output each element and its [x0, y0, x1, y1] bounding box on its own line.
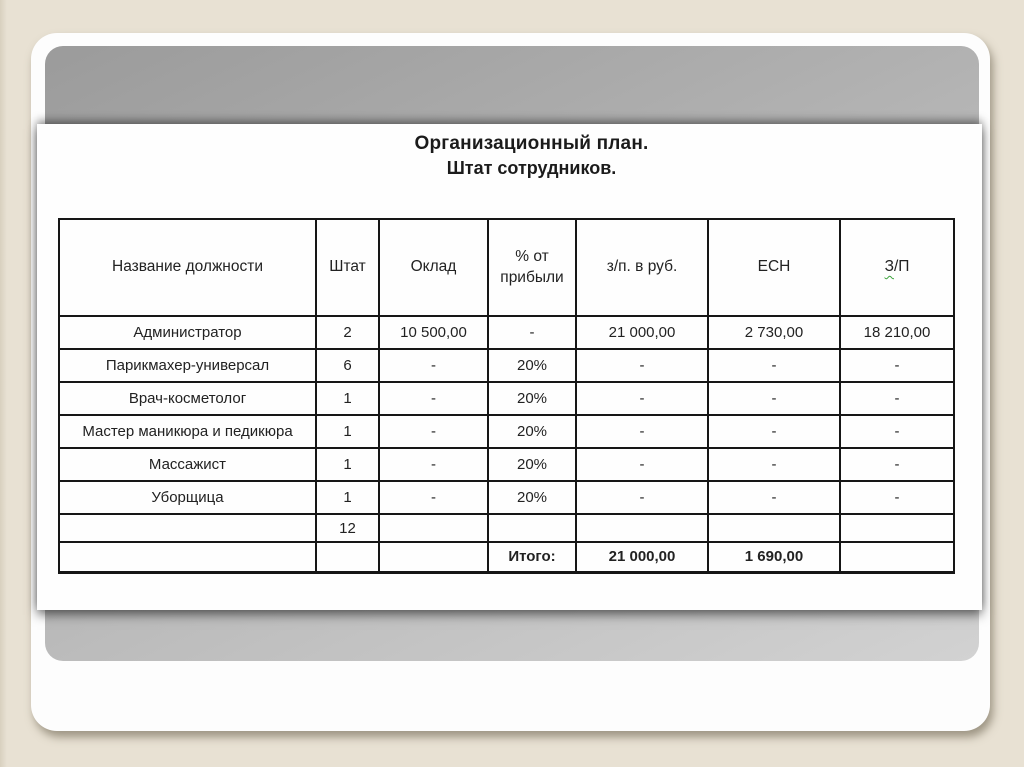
cell-position [58, 541, 317, 573]
table-row-totals: Итого: 21 000,00 1 690,00 [58, 541, 955, 573]
cell-esn: - [707, 381, 841, 416]
cell-salary-rub [575, 513, 709, 543]
cell-percent: 20% [487, 447, 577, 482]
cell-zp: - [839, 480, 955, 515]
cell-percent: - [487, 315, 577, 350]
header-staff: Штат [315, 218, 380, 317]
cell-percent: 20% [487, 480, 577, 515]
total-salary-rub: 21 000,00 [575, 541, 709, 573]
cell-salary: 10 500,00 [378, 315, 489, 350]
cell-staff [315, 541, 380, 573]
cell-position: Администратор [58, 315, 317, 350]
header-zp: З/П [839, 218, 955, 317]
cell-salary: - [378, 381, 489, 416]
table-row: Уборщица 1 - 20% - - - [58, 480, 955, 515]
cell-zp: - [839, 381, 955, 416]
cell-percent [487, 513, 577, 543]
cell-esn: 2 730,00 [707, 315, 841, 350]
cell-salary-rub: - [575, 381, 709, 416]
cell-zp [839, 513, 955, 543]
cell-zp [839, 541, 955, 573]
cell-position: Врач-косметолог [58, 381, 317, 416]
cell-esn: - [707, 414, 841, 449]
cell-esn: - [707, 348, 841, 383]
cell-salary-rub: - [575, 480, 709, 515]
cell-salary [378, 541, 489, 573]
table-row: Парикмахер-универсал 6 - 20% - - - [58, 348, 955, 383]
cell-salary: - [378, 414, 489, 449]
header-position: Название должности [58, 218, 317, 317]
header-percent-of-profit: % от прибыли [487, 218, 577, 317]
cell-zp: - [839, 348, 955, 383]
table-row: Врач-косметолог 1 - 20% - - - [58, 381, 955, 416]
total-esn: 1 690,00 [707, 541, 841, 573]
table-row-staff-total: 12 [58, 513, 955, 543]
table-header-row: Название должности Штат Оклад % от прибы… [58, 218, 955, 317]
cell-position: Уборщица [58, 480, 317, 515]
cell-salary-rub: - [575, 348, 709, 383]
cell-salary: - [378, 480, 489, 515]
cell-staff: 1 [315, 447, 380, 482]
header-salary-rub: з/п. в руб. [575, 218, 709, 317]
total-label: Итого: [487, 541, 577, 573]
cell-position [58, 513, 317, 543]
cell-salary: - [378, 348, 489, 383]
cell-percent: 20% [487, 414, 577, 449]
cell-salary-rub: - [575, 447, 709, 482]
slide-title-line1: Организационный план. [414, 133, 649, 154]
cell-position: Мастер маникюра и педикюра [58, 414, 317, 449]
table-row: Массажист 1 - 20% - - - [58, 447, 955, 482]
cell-staff: 1 [315, 381, 380, 416]
cell-staff: 1 [315, 480, 380, 515]
staff-table: Название должности Штат Оклад % от прибы… [58, 218, 955, 574]
cell-salary-rub: - [575, 414, 709, 449]
cell-esn: - [707, 480, 841, 515]
cell-zp: 18 210,00 [839, 315, 955, 350]
cell-position: Парикмахер-универсал [58, 348, 317, 383]
header-zp-rest: /П [893, 258, 910, 276]
header-zp-misspelled-part: З [884, 258, 894, 276]
cell-percent: 20% [487, 381, 577, 416]
cell-esn [707, 513, 841, 543]
cell-esn: - [707, 447, 841, 482]
cell-salary-rub: 21 000,00 [575, 315, 709, 350]
header-salary: Оклад [378, 218, 489, 317]
cell-zp: - [839, 414, 955, 449]
cell-salary: - [378, 447, 489, 482]
slide: Организационный план. Штат сотрудников. … [31, 33, 990, 731]
cell-zp: - [839, 447, 955, 482]
table-row: Мастер маникюра и педикюра 1 - 20% - - - [58, 414, 955, 449]
cell-position: Массажист [58, 447, 317, 482]
cell-staff: 2 [315, 315, 380, 350]
cell-staff: 6 [315, 348, 380, 383]
slide-title-line2: Штат сотрудников. [446, 158, 617, 178]
staff-table-image: Организационный план. Штат сотрудников. … [37, 124, 982, 610]
slide-title: Организационный план. Штат сотрудников. [59, 133, 1004, 179]
header-esn: ЕСН [707, 218, 841, 317]
cell-staff-total: 12 [315, 513, 380, 543]
cell-salary [378, 513, 489, 543]
table-row: Администратор 2 10 500,00 - 21 000,00 2 … [58, 315, 955, 350]
cell-percent: 20% [487, 348, 577, 383]
cell-staff: 1 [315, 414, 380, 449]
